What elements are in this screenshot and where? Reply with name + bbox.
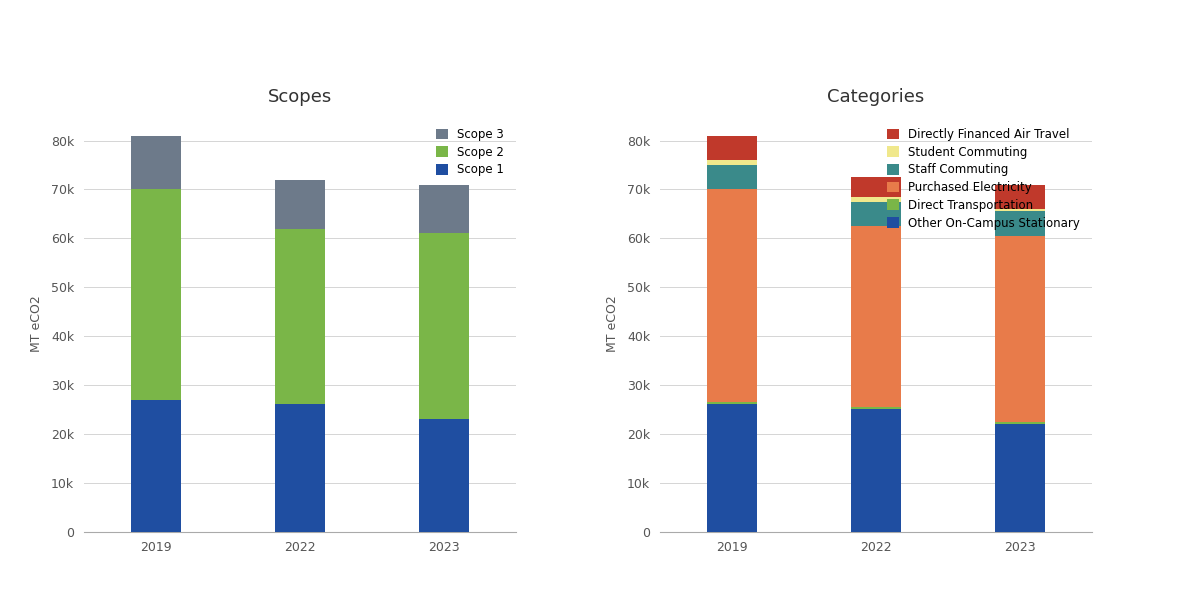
Title: Scopes: Scopes [268, 88, 332, 106]
Legend: Directly Financed Air Travel, Student Commuting, Staff Commuting, Purchased Elec: Directly Financed Air Travel, Student Co… [881, 122, 1086, 235]
Bar [851, 226, 901, 407]
Bar [419, 185, 469, 233]
Bar [851, 197, 901, 202]
Bar [275, 229, 325, 404]
Bar [131, 400, 181, 532]
Bar [707, 402, 757, 404]
Bar [995, 424, 1045, 532]
Bar [851, 177, 901, 197]
Bar [707, 160, 757, 165]
Bar [131, 189, 181, 400]
Bar [851, 202, 901, 226]
Legend: Scope 3, Scope 2, Scope 1: Scope 3, Scope 2, Scope 1 [430, 122, 510, 182]
Bar [851, 407, 901, 409]
Y-axis label: MT eCO2: MT eCO2 [606, 296, 619, 352]
Bar [707, 165, 757, 189]
Bar [851, 409, 901, 532]
Bar [707, 404, 757, 532]
Bar [995, 209, 1045, 211]
Bar [995, 211, 1045, 236]
Bar [419, 233, 469, 419]
Bar [131, 136, 181, 189]
Bar [275, 180, 325, 229]
Bar [707, 189, 757, 402]
Title: Categories: Categories [827, 88, 925, 106]
Bar [995, 236, 1045, 422]
Bar [707, 136, 757, 160]
Bar [995, 422, 1045, 424]
Bar [275, 404, 325, 532]
Y-axis label: MT eCO2: MT eCO2 [30, 296, 43, 352]
Bar [995, 185, 1045, 209]
Bar [419, 419, 469, 532]
